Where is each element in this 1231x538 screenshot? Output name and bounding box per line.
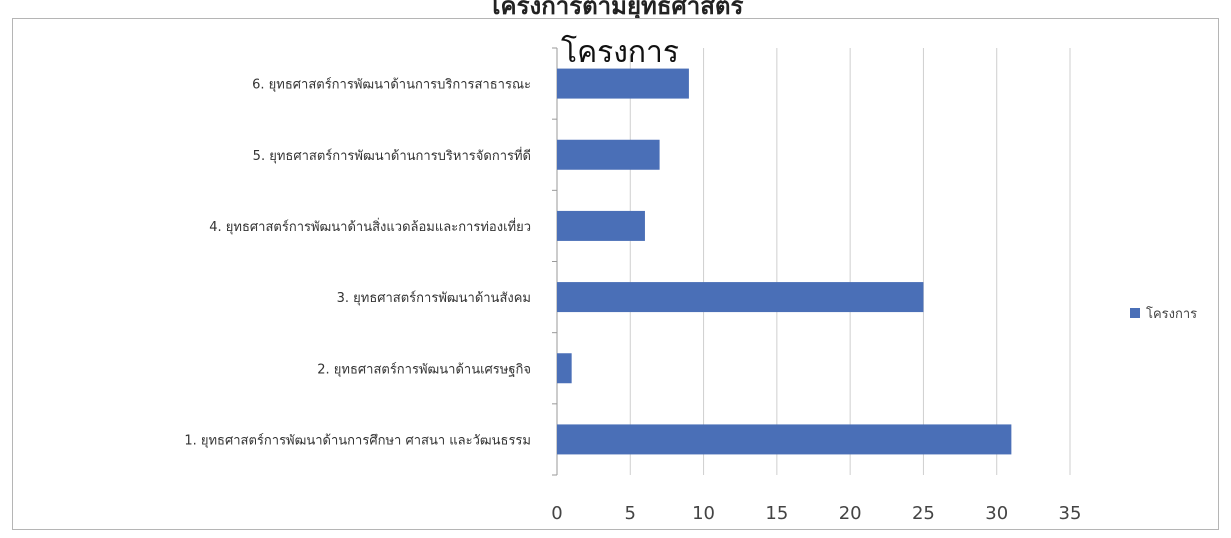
category-label: 1. ยุทธศาสตร์การพัฒนาด้านการศึกษา ศาสนา … [184,432,531,448]
category-label: 6. ยุทธศาสตร์การพัฒนาด้านการบริการสาธารณ… [252,77,531,93]
x-tick-labels: 0 5 10 15 20 25 30 35 [551,503,1081,524]
bar [557,68,689,99]
x-tick-label: 15 [765,503,788,524]
category-label: 4. ยุทธศาสตร์การพัฒนาด้านสิ่งแวดล้อมและก… [209,218,531,235]
bar [557,139,660,170]
bar [557,424,1012,455]
page-heading: โครงการตามยุทธศาสตร์ [487,0,744,20]
legend-swatch [1130,308,1140,318]
chart-title: โครงการ [561,34,679,70]
legend-label: โครงการ [1146,306,1197,322]
category-labels: 1. ยุทธศาสตร์การพัฒนาด้านการศึกษา ศาสนา … [184,77,531,449]
x-tick-label: 35 [1059,503,1082,524]
x-tick-label: 30 [985,503,1008,524]
category-label: 5. ยุทธศาสตร์การพัฒนาด้านการบริหารจัดการ… [253,147,531,164]
bar [557,210,645,241]
bar [557,353,572,384]
x-tick-label: 10 [692,503,715,524]
x-tick-label: 0 [551,503,562,524]
bar [557,282,924,313]
bars [557,68,1012,455]
x-tick-label: 25 [912,503,935,524]
x-tick-label: 5 [625,503,636,524]
x-tick-label: 20 [839,503,862,524]
category-label: 3. ยุทธศาสตร์การพัฒนาด้านสังคม [337,290,531,306]
grid-lines [552,47,1071,476]
category-label: 2. ยุทธศาสตร์การพัฒนาด้านเศรษฐกิจ [317,361,531,377]
legend: โครงการ [1130,306,1197,322]
